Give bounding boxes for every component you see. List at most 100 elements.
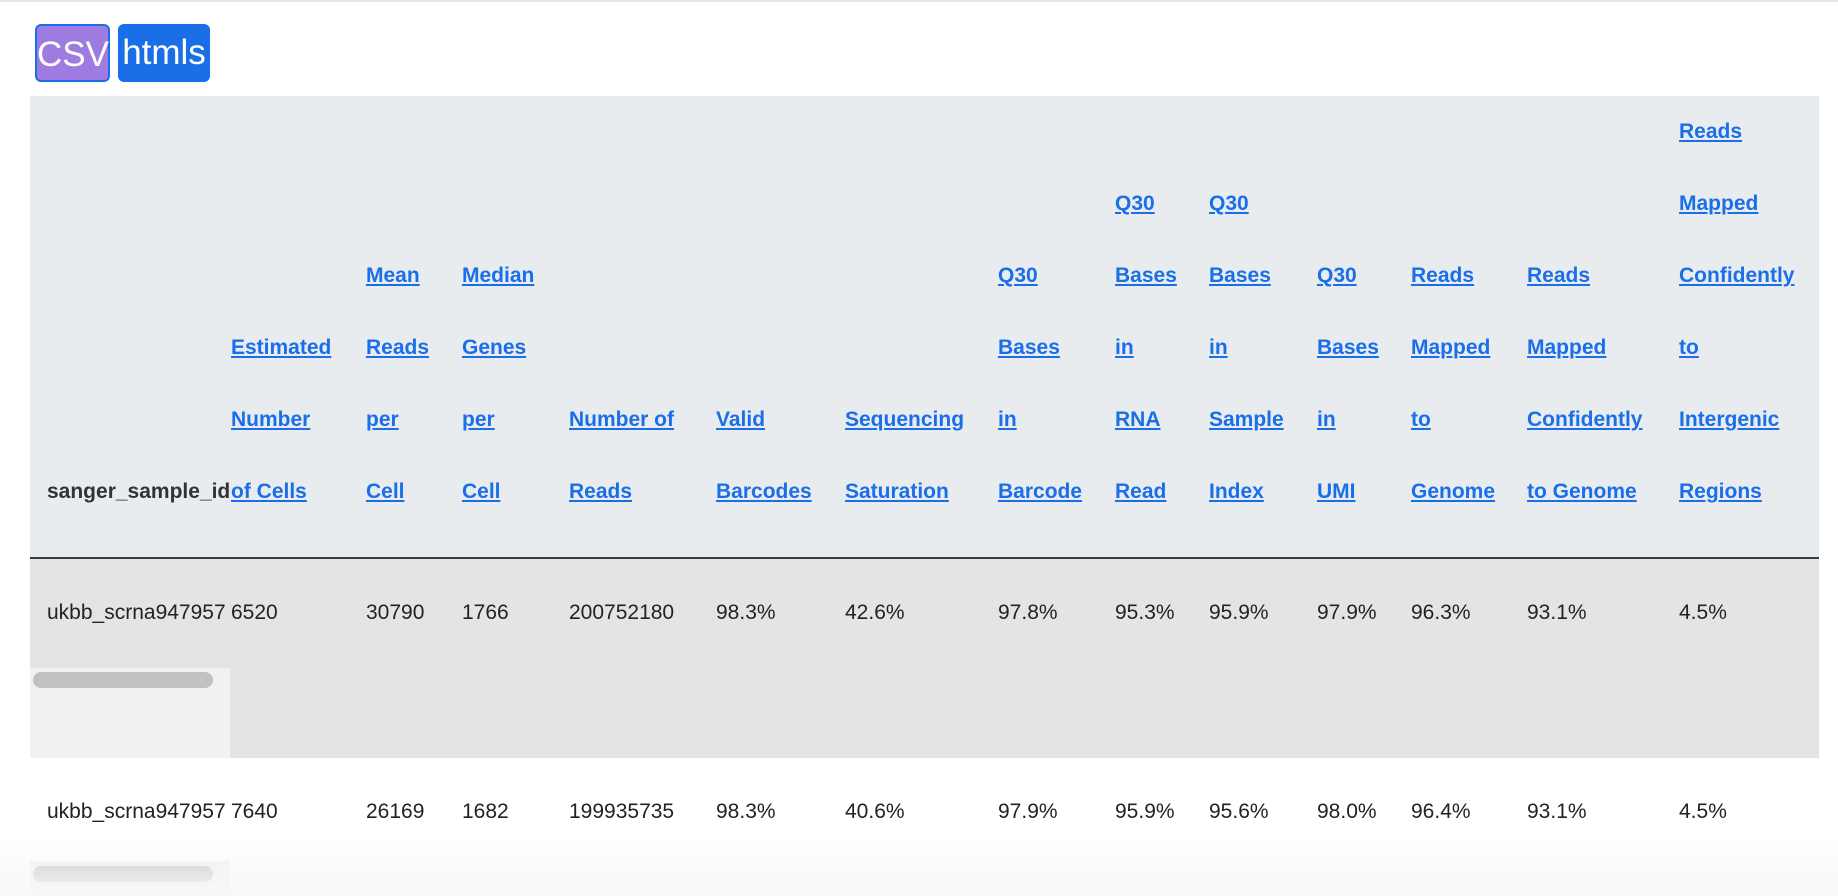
column-header-text[interactable]: Reads — [1411, 264, 1475, 287]
column-header-text[interactable]: Bases — [1317, 336, 1379, 359]
column-header-text[interactable]: in — [1317, 408, 1336, 431]
column-header-q30_umi[interactable]: Q30 Bases in UMI — [1317, 96, 1411, 559]
table-cell-valid_barcodes: 98.3% — [716, 558, 845, 758]
cell-value: ukbb_scrna947957 — [47, 800, 226, 823]
column-header-estimated_cells[interactable]: Estimated Number of Cells — [231, 96, 366, 559]
column-header-text[interactable]: RNA — [1115, 408, 1161, 431]
column-header-text[interactable]: Mapped — [1411, 336, 1491, 359]
column-header-text[interactable]: Intergenic — [1679, 408, 1780, 431]
cell-value: 95.9% — [1115, 800, 1175, 823]
column-header-text[interactable]: Bases — [998, 336, 1060, 359]
column-header-text[interactable]: Index — [1209, 480, 1264, 503]
column-header-text[interactable]: of Cells — [231, 480, 307, 503]
column-header-text[interactable]: UMI — [1317, 480, 1356, 503]
column-header-valid_barcodes[interactable]: Valid Barcodes — [716, 96, 845, 559]
table-cell-seq_saturation: 42.6% — [845, 558, 998, 758]
column-header-q30_sample_index[interactable]: Q30 Bases in Sample Index — [1209, 96, 1317, 559]
column-header-text[interactable]: Confidently — [1679, 264, 1795, 287]
column-header-text[interactable]: Barcode — [998, 480, 1083, 503]
table-cell-mapped_conf_genome: 93.1% — [1527, 558, 1679, 758]
column-header-text[interactable]: Estimated — [231, 336, 332, 359]
column-header-text[interactable]: Cell — [366, 480, 405, 503]
column-header-text[interactable]: in — [998, 408, 1017, 431]
table-cell-median_genes: 1766 — [462, 558, 569, 758]
column-header-text[interactable]: Number — [231, 408, 311, 431]
column-header-mean_reads[interactable]: Mean Reads per Cell — [366, 96, 462, 559]
column-header-text[interactable]: Reads — [569, 480, 633, 503]
column-header-text[interactable]: Genome — [1411, 480, 1496, 503]
cell-value: 200752180 — [569, 601, 675, 624]
table-cell-mapped_conf_genome: 93.1% — [1527, 758, 1679, 896]
column-header-q30_barcode[interactable]: Q30 Bases in Barcode — [998, 96, 1115, 559]
column-header-text[interactable]: Bases — [1209, 264, 1271, 287]
column-header-text[interactable]: per — [366, 408, 399, 431]
csv-download-button[interactable]: CSV — [35, 24, 110, 82]
column-header-text[interactable]: Bases — [1115, 264, 1177, 287]
download-toolbar: CSV htmls — [35, 24, 210, 82]
table-cell-valid_barcodes: 98.3% — [716, 758, 845, 896]
cell-value: 97.9% — [1317, 601, 1377, 624]
horizontal-scrollbar[interactable] — [30, 861, 230, 896]
horizontal-scrollbar[interactable] — [30, 668, 230, 758]
htmls-download-button[interactable]: htmls — [118, 24, 210, 82]
scrollbar-thumb[interactable] — [33, 866, 213, 882]
cell-value: 1682 — [462, 800, 509, 823]
cell-value: 96.4% — [1411, 800, 1471, 823]
column-header-mapped_genome[interactable]: Reads Mapped to Genome — [1411, 96, 1527, 559]
column-header-text[interactable]: Reads — [1527, 264, 1591, 287]
table-cell-sanger_sample_id: ukbb_scrna947957 — [30, 758, 231, 896]
column-header-text[interactable]: in — [1209, 336, 1228, 359]
scrollbar-thumb[interactable] — [33, 672, 213, 688]
column-header-text[interactable]: in — [1115, 336, 1134, 359]
column-header-text[interactable]: Sequencing — [845, 408, 965, 431]
column-header-text[interactable]: Barcodes — [716, 480, 812, 503]
table-cell-estimated_cells: 6520 — [231, 558, 366, 758]
cell-value: ukbb_scrna947957 — [47, 601, 226, 624]
table-cell-mean_reads: 30790 — [366, 558, 462, 758]
table-cell-q30_umi: 98.0% — [1317, 758, 1411, 896]
column-header-mapped_conf_intergenic[interactable]: Reads Mapped Confidently to Intergenic Region… — [1679, 96, 1819, 559]
table-cell-q30_barcode: 97.8% — [998, 558, 1115, 758]
column-header-text[interactable]: Mapped — [1527, 336, 1607, 359]
column-header-text[interactable]: Reads — [366, 336, 430, 359]
column-header-median_genes[interactable]: Median Genes per Cell — [462, 96, 569, 559]
column-header-text[interactable]: Cell — [462, 480, 501, 503]
table-cell-q30_sample_index: 95.9% — [1209, 558, 1317, 758]
table-cell-q30_barcode: 97.9% — [998, 758, 1115, 896]
column-header-mapped_conf_genome[interactable]: Reads Mapped Confidently to Genome — [1527, 96, 1679, 559]
cell-value: 4.5% — [1679, 800, 1727, 823]
column-header-number_reads[interactable]: Number of Reads — [569, 96, 716, 559]
column-header-text[interactable]: Genes — [462, 336, 527, 359]
table-row: ukbb_scrna947957 7640 26169 1682 199935735 98… — [30, 758, 1819, 896]
cell-value: 98.0% — [1317, 800, 1377, 823]
cell-value: 98.3% — [716, 601, 776, 624]
column-header-text[interactable]: to Genome — [1527, 480, 1637, 503]
cell-value: 4.5% — [1679, 601, 1727, 624]
column-header-text[interactable]: Valid — [716, 408, 766, 431]
column-header-text[interactable]: Q30 — [1317, 264, 1357, 287]
column-header-text[interactable]: Regions — [1679, 480, 1762, 503]
column-header-text[interactable]: Read — [1115, 480, 1167, 503]
column-header-text[interactable]: Mapped — [1679, 192, 1759, 215]
column-header-text[interactable]: Reads — [1679, 120, 1743, 143]
cell-value: 7640 — [231, 800, 278, 823]
column-header-text[interactable]: Sample — [1209, 408, 1284, 431]
table-cell-sanger_sample_id: ukbb_scrna947957 — [30, 558, 231, 758]
table-cell-q30_umi: 97.9% — [1317, 558, 1411, 758]
table-cell-mapped_genome: 96.4% — [1411, 758, 1527, 896]
column-header-q30_rna[interactable]: Q30 Bases in RNA Read — [1115, 96, 1209, 559]
column-header-text[interactable]: Confidently — [1527, 408, 1643, 431]
column-header-text[interactable]: Median — [462, 264, 535, 287]
top-divider — [0, 0, 1838, 2]
column-header-text[interactable]: Q30 — [998, 264, 1038, 287]
column-header-text[interactable]: Saturation — [845, 480, 949, 503]
column-header-text[interactable]: per — [462, 408, 495, 431]
column-header-seq_saturation[interactable]: Sequencing Saturation — [845, 96, 998, 559]
column-header-text[interactable]: Q30 — [1209, 192, 1249, 215]
table-cell-seq_saturation: 40.6% — [845, 758, 998, 896]
column-header-text[interactable]: to — [1411, 408, 1431, 431]
column-header-text[interactable]: Q30 — [1115, 192, 1155, 215]
column-header-text[interactable]: Number of — [569, 408, 674, 431]
column-header-text[interactable]: to — [1679, 336, 1699, 359]
column-header-text[interactable]: Mean — [366, 264, 420, 287]
